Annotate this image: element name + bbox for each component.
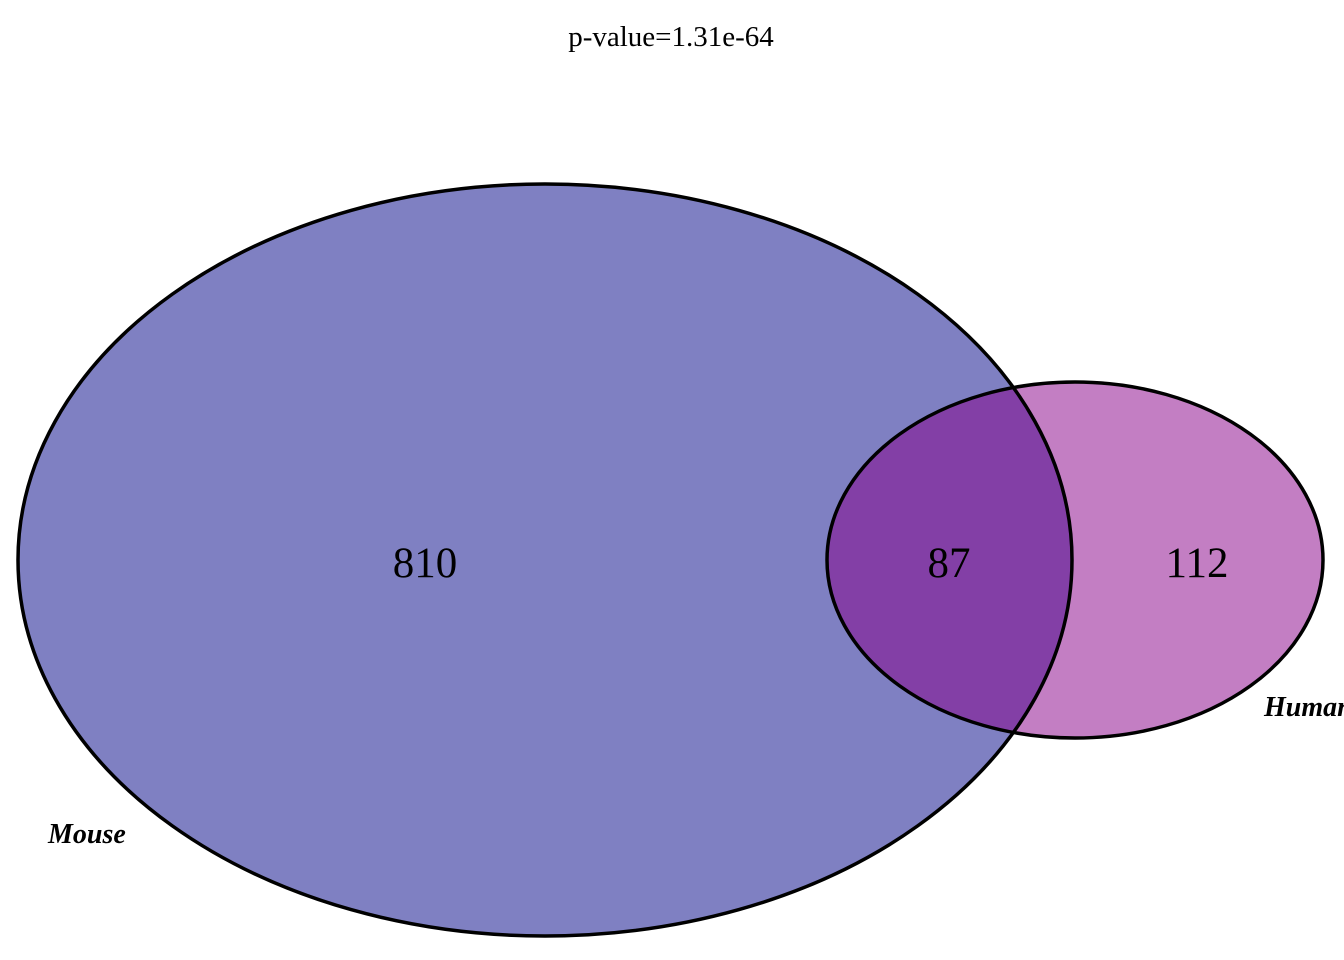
p-value-title: p-value=1.31e-64: [568, 21, 774, 53]
mouse-set-circle: [18, 184, 1072, 936]
intersection-region: [827, 382, 1072, 738]
human-set-outline: [825, 380, 1325, 740]
mouse-set-label: Mouse: [47, 819, 126, 850]
human-set-label: Human: [1263, 692, 1344, 723]
mouse-set-outline: [16, 182, 1074, 938]
intersection-count: 87: [928, 540, 971, 587]
mouse-only-count: 810: [393, 540, 458, 587]
human-only-count: 112: [1166, 540, 1229, 587]
